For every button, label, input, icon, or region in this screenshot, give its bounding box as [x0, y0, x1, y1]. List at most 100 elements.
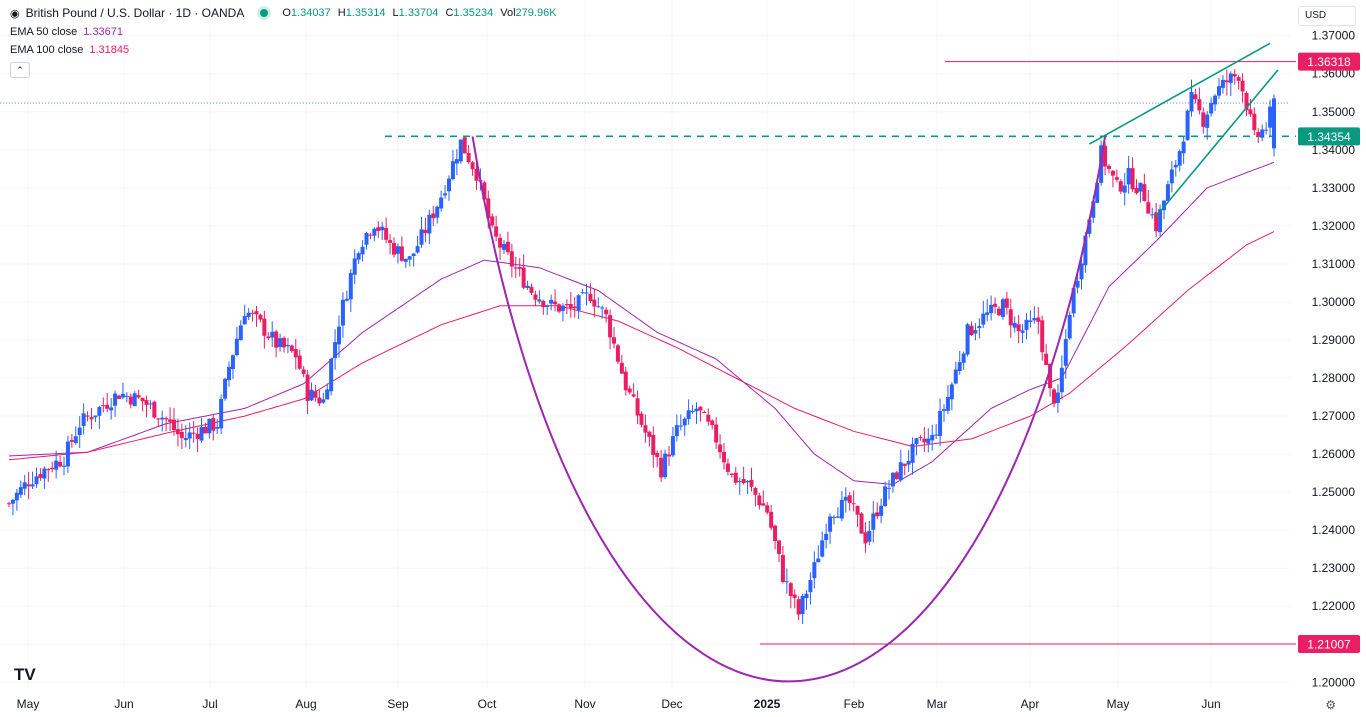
candle-body [553, 301, 558, 305]
candle-body [871, 513, 876, 530]
candle-body [694, 408, 699, 412]
candle-body [172, 419, 176, 431]
y-tick-label: 1.27000 [1312, 409, 1356, 423]
candle-body [824, 533, 829, 541]
candle-body [301, 369, 306, 374]
candle-body [678, 425, 683, 427]
low-value: 1.33704 [398, 7, 439, 19]
x-tick-label: Feb [844, 697, 865, 711]
tradingview-logo-icon: TV [14, 665, 36, 684]
candle-body [258, 314, 263, 320]
candle-body [1063, 339, 1068, 366]
candle-body [187, 432, 192, 439]
ema50-legend[interactable]: EMA 50 close 1.33671 [10, 26, 124, 38]
candle-body [643, 425, 648, 433]
candle-body [293, 349, 298, 358]
candle-body [816, 558, 821, 563]
x-tick-label: Jun [1201, 697, 1220, 711]
candle-body [360, 246, 365, 255]
flag-icon: ◉ [10, 7, 20, 20]
candle-body [26, 484, 31, 487]
symbol-title[interactable]: British Pound / U.S. Dollar · 1D · OANDA [25, 6, 245, 20]
candle-body [930, 434, 935, 441]
candle-body [1154, 212, 1159, 232]
candle-body [961, 353, 966, 363]
candle-body [466, 153, 471, 163]
x-tick-label: Aug [295, 697, 316, 711]
candle-body [529, 286, 534, 293]
candle-body [164, 418, 169, 420]
candle-body [647, 431, 652, 437]
candle-body [117, 395, 121, 399]
y-tick-label: 1.34000 [1312, 143, 1356, 157]
candle-body [262, 318, 267, 336]
ema100-legend[interactable]: EMA 100 close 1.31845 [10, 44, 130, 56]
candle-body [356, 253, 361, 260]
candle-body [97, 406, 102, 416]
candle-body [612, 337, 616, 344]
candle-body [749, 479, 754, 487]
price-label-text: 1.36318 [1307, 55, 1351, 69]
candle-body [50, 467, 55, 470]
candle-body [1000, 299, 1005, 317]
candle-body [773, 525, 778, 542]
candle-body [411, 253, 416, 257]
candle-body [820, 540, 825, 557]
candle-body [509, 251, 514, 267]
candle-body [30, 484, 35, 487]
candle-body [1071, 288, 1076, 314]
candle-body [498, 237, 503, 248]
candle-body [757, 495, 762, 506]
candle-body [333, 342, 338, 359]
candle-body [148, 403, 153, 405]
candle-body [1028, 320, 1033, 323]
candle-body [957, 362, 962, 371]
candle-body [58, 461, 63, 467]
candle-body [1224, 80, 1229, 83]
candle-body [549, 299, 554, 304]
candle-body [486, 198, 491, 219]
candle-body [274, 331, 279, 348]
candle-body [1130, 168, 1135, 190]
candle-body [1209, 103, 1214, 114]
x-tick-label: Dec [661, 697, 682, 711]
chevron-up-icon[interactable]: ⌃ [10, 62, 30, 78]
x-tick-label: Apr [1021, 697, 1040, 711]
candle-body [1059, 367, 1064, 393]
candle-body [494, 226, 499, 237]
candle-body [14, 492, 19, 501]
candle-body [938, 410, 943, 437]
currency-button[interactable]: USD [1298, 6, 1356, 26]
candle-body [1162, 200, 1166, 211]
candle-body [537, 299, 542, 302]
candle-body [199, 427, 204, 441]
volume-value: 279.96K [515, 7, 557, 19]
candle-body [576, 295, 581, 311]
x-axis: May Jun Jul Aug Sep Oct Nov Dec 2025 Feb Mar Apr May… [17, 697, 1221, 711]
candle-body [1020, 330, 1025, 333]
candle-body [46, 469, 51, 471]
candle-body [847, 495, 852, 503]
candle-body [89, 417, 94, 420]
candle-body [997, 308, 1001, 316]
gear-icon[interactable]: ⚙ [1325, 698, 1336, 712]
candle-body [1138, 182, 1143, 192]
candle-body [215, 426, 220, 429]
candle-body [175, 429, 180, 435]
candle-body [1107, 165, 1111, 169]
candle-body [1122, 185, 1127, 193]
candle-body [42, 468, 47, 479]
candle-body [839, 499, 844, 519]
candle-body [867, 530, 872, 542]
candle-body [388, 240, 393, 243]
y-tick-label: 1.20000 [1312, 675, 1356, 689]
candle-body [399, 246, 404, 261]
candle-body [1048, 363, 1053, 389]
candle-body [906, 461, 911, 465]
candle-body [557, 304, 561, 312]
candle-body [835, 516, 840, 518]
candle-body [372, 228, 377, 236]
candle-body [761, 503, 766, 506]
candle-body [894, 472, 899, 480]
